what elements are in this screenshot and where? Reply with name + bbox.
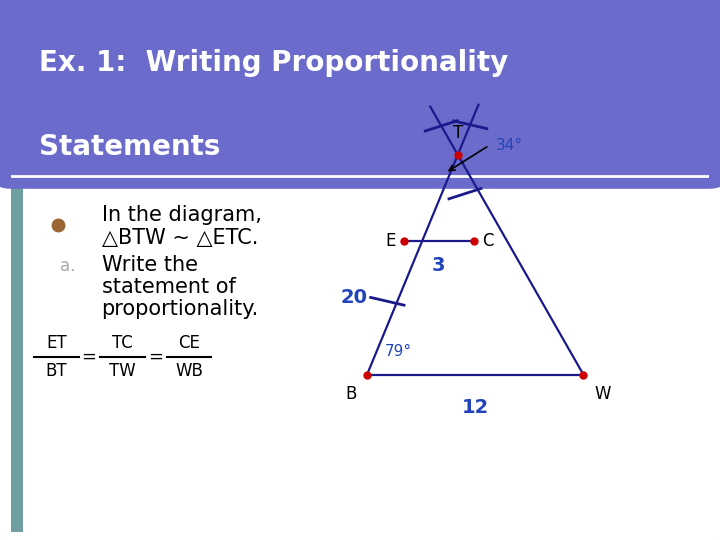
Text: ET: ET — [46, 334, 66, 352]
Text: =: = — [81, 348, 96, 366]
Text: proportionality.: proportionality. — [102, 299, 259, 319]
Text: 3: 3 — [432, 256, 446, 275]
Text: Ex. 1:  Writing Proportionality: Ex. 1: Writing Proportionality — [39, 49, 508, 77]
Text: Statements: Statements — [39, 133, 220, 161]
Text: BT: BT — [45, 362, 67, 380]
Text: statement of: statement of — [102, 277, 235, 297]
Text: CE: CE — [178, 334, 200, 352]
Text: Write the: Write the — [102, 255, 197, 275]
Text: a.: a. — [60, 257, 75, 275]
Bar — [11, 176, 23, 532]
Text: W: W — [594, 385, 611, 403]
Text: △BTW ~ △ETC.: △BTW ~ △ETC. — [102, 227, 258, 247]
Text: 12: 12 — [462, 399, 489, 417]
Text: E: E — [385, 232, 395, 250]
FancyBboxPatch shape — [0, 0, 720, 189]
Text: T: T — [453, 124, 463, 141]
Text: TC: TC — [112, 334, 133, 352]
Text: 20: 20 — [341, 288, 368, 307]
Text: TW: TW — [109, 362, 136, 380]
Text: 34°: 34° — [496, 138, 523, 153]
Text: 79°: 79° — [384, 344, 412, 359]
Text: C: C — [482, 232, 494, 250]
Text: =: = — [148, 348, 163, 366]
Text: B: B — [345, 385, 356, 403]
Text: In the diagram,: In the diagram, — [102, 205, 261, 225]
Text: WB: WB — [175, 362, 203, 380]
